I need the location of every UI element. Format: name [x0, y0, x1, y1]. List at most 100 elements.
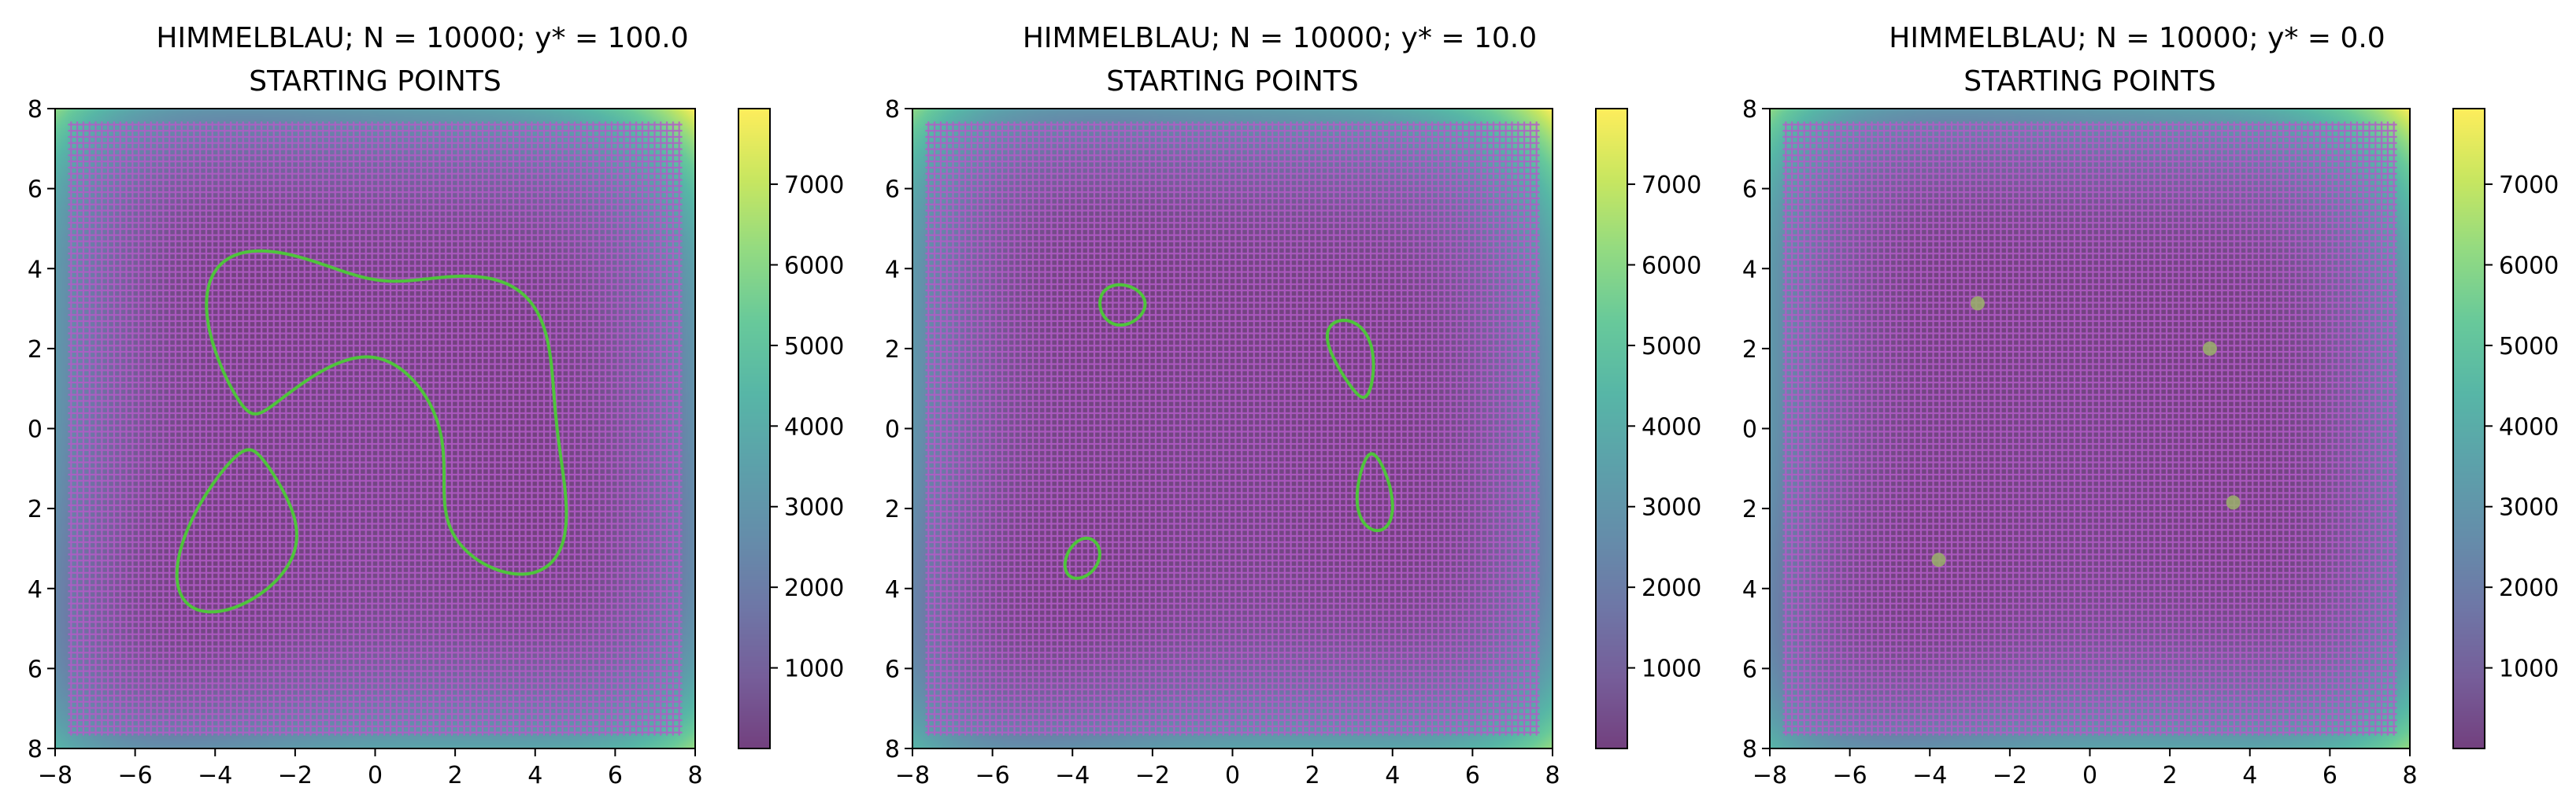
chart-title: HIMMELBLAU; N = 10000; y* = 10.0 — [1023, 22, 1537, 54]
y-tick-label: 2 — [885, 336, 900, 364]
x-tick-label: 4 — [1385, 762, 1400, 789]
y-tick-label: 4 — [28, 576, 43, 604]
x-tick-label: −2 — [1993, 762, 2027, 789]
x-tick-label: −2 — [278, 762, 313, 789]
starting-points-grid — [925, 121, 1540, 736]
colorbar-tick-label: 4000 — [2499, 413, 2559, 441]
colorbar-tick-label: 2000 — [1641, 575, 1701, 602]
minimum-point-3 — [1931, 553, 1946, 567]
y-tick-label: 0 — [28, 416, 43, 444]
chart-subtitle: STARTING POINTS — [1106, 65, 1358, 98]
chart-panel-3: HIMMELBLAU; N = 10000; y* = 0.0 STARTING … — [1742, 22, 2559, 789]
y-tick-label: 8 — [1742, 96, 1757, 124]
x-tick-label: −8 — [895, 762, 930, 789]
colorbar-frame — [2452, 108, 2485, 749]
colorbar-gradient — [1596, 109, 1627, 748]
colorbar-tick-label: 2000 — [2499, 575, 2559, 602]
colorbar-tick-label: 7000 — [784, 172, 844, 199]
contour-line — [175, 249, 568, 614]
y-tick-label: 2 — [1742, 496, 1757, 523]
x-tick-label: 8 — [2402, 762, 2417, 789]
x-tick-label: −4 — [1912, 762, 1947, 789]
x-tick-label: 6 — [608, 762, 623, 789]
chart-subtitle: STARTING POINTS — [1963, 65, 2215, 98]
minimum-point-4 — [2226, 495, 2241, 510]
colorbar-gradient — [738, 109, 770, 748]
y-tick-label: 4 — [885, 576, 900, 604]
y-tick-label: 2 — [885, 496, 900, 523]
colorbar-tick-label: 3000 — [784, 494, 844, 522]
colorbar-tick-label: 7000 — [2499, 172, 2559, 199]
y-tick-label: 8 — [885, 96, 900, 124]
colorbar-tick-label: 1000 — [784, 656, 844, 683]
colorbar-tick-label: 6000 — [784, 252, 844, 279]
chart-subtitle: STARTING POINTS — [249, 65, 501, 98]
x-tick-label: −6 — [1833, 762, 1867, 789]
x-tick-label: 2 — [1305, 762, 1320, 789]
x-tick-label: 2 — [2163, 762, 2178, 789]
colorbar-tick-label: 1000 — [2499, 656, 2559, 683]
y-tick-label: 0 — [1742, 416, 1757, 444]
colorbar-tick-label: 2000 — [784, 575, 844, 602]
colorbar-frame — [1595, 108, 1628, 749]
y-tick-label: 2 — [28, 496, 43, 523]
colorbar-tick-label: 6000 — [2499, 252, 2559, 279]
starting-points-grid — [68, 121, 683, 736]
x-tick-label: 6 — [2322, 762, 2337, 789]
x-tick-label: −8 — [38, 762, 72, 789]
x-tick-label: −4 — [198, 762, 232, 789]
y-tick-label: 6 — [1742, 656, 1757, 683]
y-tick-label: 2 — [28, 336, 43, 364]
colorbar-tick-label: 5000 — [784, 333, 844, 360]
y-tick-label: 4 — [1742, 576, 1757, 604]
colorbar-tick-label: 5000 — [2499, 333, 2559, 360]
x-tick-label: 0 — [1225, 762, 1240, 789]
x-tick-label: 8 — [1545, 762, 1560, 789]
colorbar: 1000 2000 3000 4000 5000 6000 7000 — [738, 108, 844, 749]
y-tick-label: 0 — [885, 416, 900, 444]
colorbar-tick-label: 3000 — [2499, 494, 2559, 522]
x-tick-label: −4 — [1055, 762, 1090, 789]
y-tick-label: 6 — [885, 656, 900, 683]
contour-line — [1063, 283, 1394, 580]
y-tick-label: 8 — [28, 736, 43, 763]
x-tick-label: −6 — [975, 762, 1010, 789]
x-tick-label: 8 — [687, 762, 702, 789]
x-tick-label: 0 — [368, 762, 383, 789]
y-tick-label: 8 — [885, 736, 900, 763]
x-tick-label: 0 — [2082, 762, 2097, 789]
colorbar-tick-label: 1000 — [1641, 656, 1701, 683]
colorbar-gradient — [2453, 109, 2485, 748]
y-tick-label: 4 — [885, 256, 900, 283]
chart-panel-2: HIMMELBLAU; N = 10000; y* = 10.0 STARTING… — [885, 22, 1701, 789]
y-tick-label: 8 — [28, 96, 43, 124]
chart-title: HIMMELBLAU; N = 10000; y* = 0.0 — [1889, 22, 2385, 54]
x-tick-label: −2 — [1135, 762, 1170, 789]
chart-panel-1: HIMMELBLAU; N = 10000; y* = 100.0 STARTIN… — [28, 22, 844, 789]
x-tick-label: −8 — [1752, 762, 1787, 789]
colorbar: 1000 2000 3000 4000 5000 6000 7000 — [1595, 108, 1701, 749]
y-tick-label: 8 — [1742, 736, 1757, 763]
colorbar-tick-label: 3000 — [1641, 494, 1701, 522]
colorbar-tick-label: 4000 — [1641, 413, 1701, 441]
x-tick-label: −6 — [118, 762, 153, 789]
x-tick-label: 6 — [1465, 762, 1480, 789]
colorbar: 1000 2000 3000 4000 5000 6000 7000 — [2452, 108, 2559, 749]
y-tick-label: 2 — [1742, 336, 1757, 364]
y-tick-label: 4 — [1742, 256, 1757, 283]
y-tick-label: 6 — [28, 176, 43, 204]
colorbar-tick-label: 6000 — [1641, 252, 1701, 279]
starting-points-grid — [1782, 121, 2397, 736]
x-tick-label: 2 — [448, 762, 463, 789]
y-tick-label: 6 — [885, 176, 900, 204]
x-tick-label: 4 — [527, 762, 542, 789]
colorbar-tick-label: 4000 — [784, 413, 844, 441]
y-tick-label: 6 — [1742, 176, 1757, 204]
y-tick-label: 4 — [28, 256, 43, 283]
minimum-point-1 — [2202, 341, 2217, 356]
colorbar-tick-label: 7000 — [1641, 172, 1701, 199]
colorbar-frame — [738, 108, 771, 749]
minimum-point-2 — [1970, 296, 1985, 311]
chart-title: HIMMELBLAU; N = 10000; y* = 100.0 — [156, 22, 688, 54]
